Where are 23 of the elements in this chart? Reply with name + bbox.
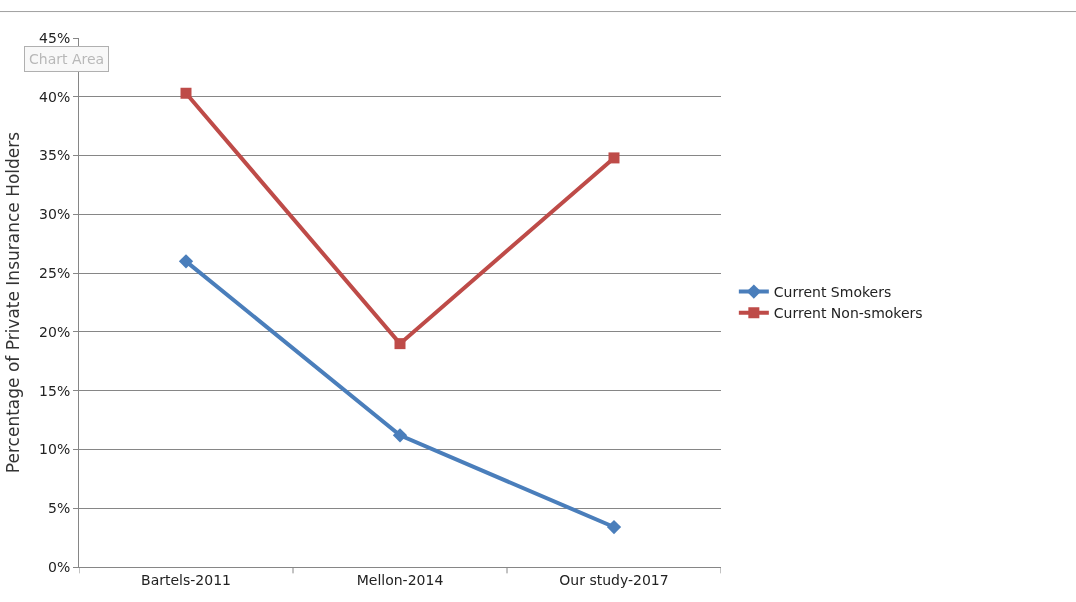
y-tick-label: 40%: [39, 88, 71, 105]
y-tick-label: 30%: [39, 206, 71, 223]
y-axis-title: Percentage of Private Insurance Holders: [2, 131, 23, 474]
y-tick-label: 35%: [39, 147, 71, 164]
x-tick-label: Mellon-2014: [356, 571, 444, 588]
y-tick-label: 5%: [47, 500, 71, 517]
y-tick-label: 10%: [39, 441, 71, 458]
legend-label: Current Smokers: [773, 284, 892, 301]
legend-label: Current Non-smokers: [773, 305, 923, 322]
annotation: Chart Area: [29, 51, 105, 67]
x-tick-label: Bartels-2011: [141, 571, 231, 588]
point: [178, 254, 194, 269]
y-tick-label: 15%: [39, 382, 71, 399]
y-tick-label: 0%: [47, 558, 71, 575]
y-tick-label: 25%: [39, 265, 71, 282]
point: [608, 152, 620, 164]
point: [180, 87, 192, 99]
point: [392, 428, 408, 443]
point: [606, 519, 622, 535]
y-tick-label: 20%: [39, 323, 71, 340]
x-tick-label: Our study-2017: [559, 571, 669, 588]
y-tick-label: 45%: [39, 29, 71, 46]
point: [394, 338, 406, 350]
